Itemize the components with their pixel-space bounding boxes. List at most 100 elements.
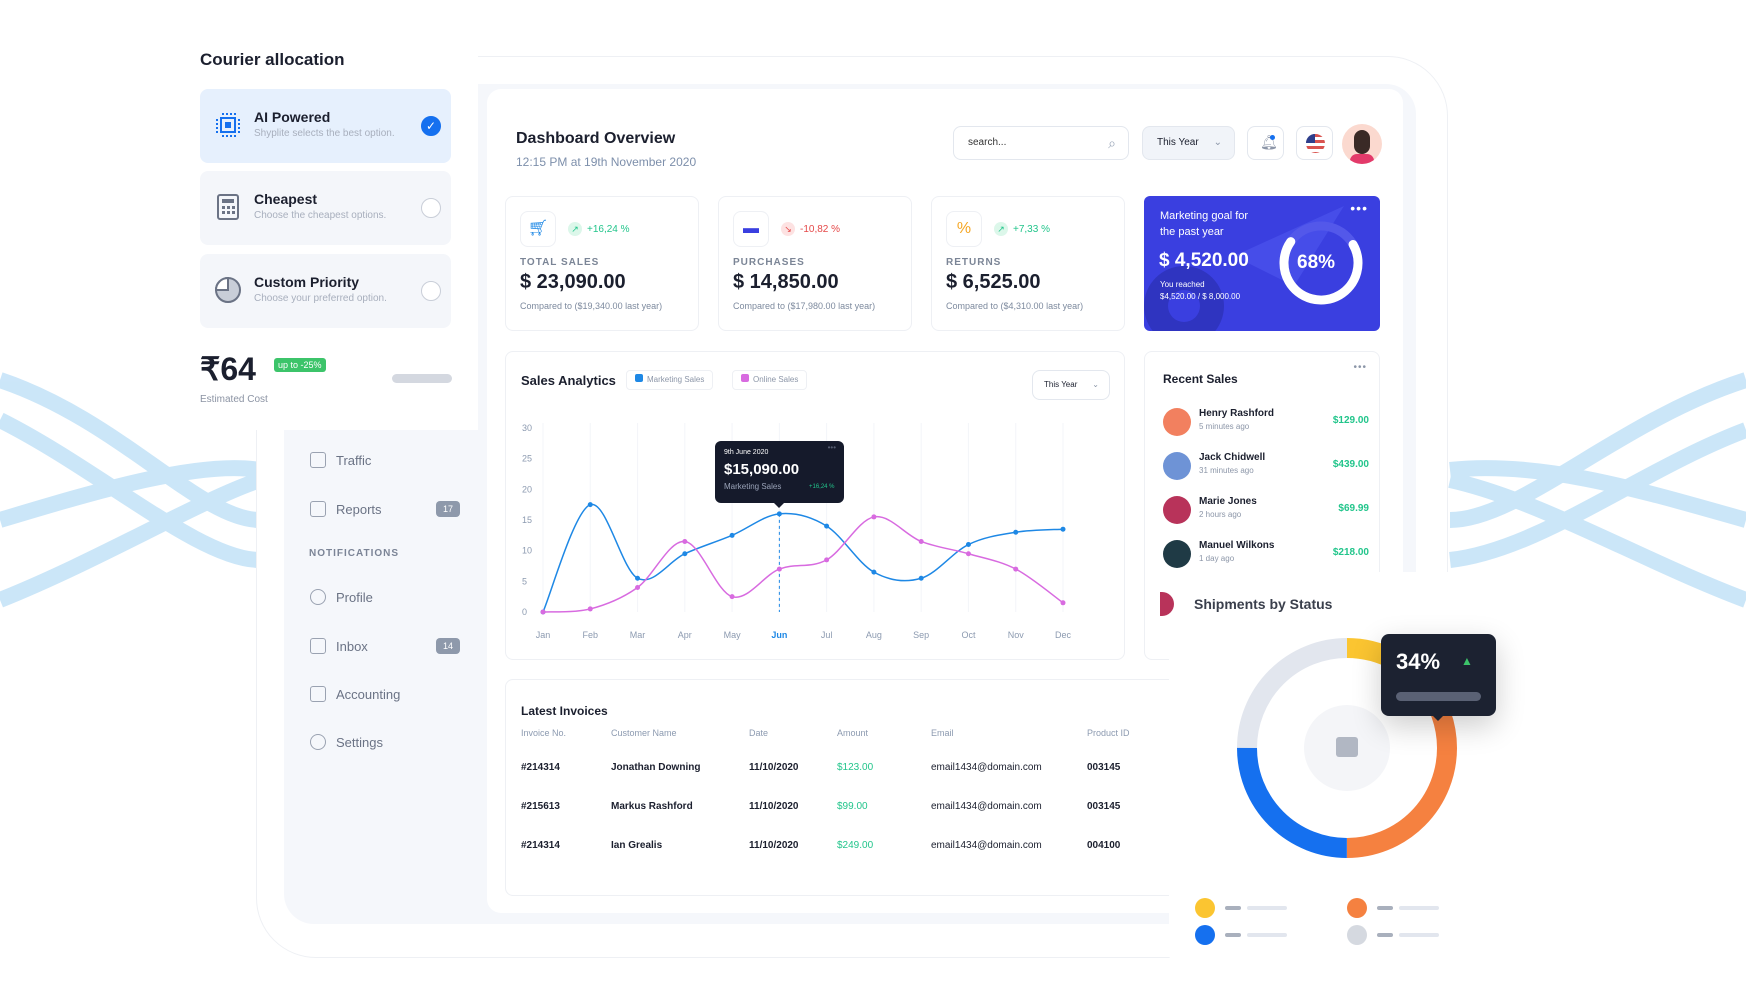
legend-label: Marketing Sales [647, 375, 705, 384]
data-point[interactable] [682, 551, 688, 557]
data-point[interactable] [1060, 526, 1066, 532]
chip-icon [216, 113, 240, 137]
invoice-cell: email1434@domain.com [931, 840, 1042, 851]
donut-segment[interactable] [1237, 638, 1457, 858]
language-button[interactable] [1296, 126, 1333, 160]
shipments-percent: 34% [1396, 649, 1441, 674]
sidebar-item-settings[interactable]: Settings [310, 734, 383, 750]
chart-tooltip: 9th June 2020 $15,090.00 Marketing Sales… [715, 441, 844, 508]
sales-analytics-card: Sales Analytics Marketing Sales Online S… [505, 351, 1125, 660]
invoice-cell: $99.00 [837, 801, 868, 812]
invoice-row[interactable]: #214314 Jonathan Downing 11/10/2020 $123.00… [506, 762, 1206, 778]
inbox-count-badge: 14 [436, 638, 460, 654]
x-tick-label: Oct [961, 630, 976, 640]
data-point[interactable] [918, 538, 924, 544]
data-point[interactable] [1013, 566, 1019, 572]
x-tick-label: Feb [583, 630, 599, 640]
shipments-tooltip: 34% ▲ [1381, 634, 1496, 721]
sales-line-chart: Jan Feb Mar Apr May Jun Jul Aug Sep Oct Nov Dec 0 5 10… [522, 423, 1072, 640]
recent-sales-title: Recent Sales [1163, 372, 1238, 386]
data-point[interactable] [824, 523, 830, 529]
sidebar-item-inbox[interactable]: Inbox [310, 638, 368, 654]
data-point[interactable] [540, 609, 546, 615]
recent-sale-item[interactable]: Manuel Wilkons 1 day ago $218.00 [1163, 536, 1369, 576]
data-point[interactable] [682, 538, 688, 544]
stat-change-value: +16,24 % [587, 223, 630, 235]
recent-sale-item[interactable]: Jack Chidwell 31 minutes ago $439.00 [1163, 448, 1369, 488]
sidebar-item-reports[interactable]: Reports [310, 501, 382, 517]
data-point[interactable] [918, 575, 924, 581]
column-header: Amount [837, 728, 869, 738]
data-point[interactable] [729, 594, 735, 600]
page-date: 12:15 PM at 19th November 2020 [516, 155, 697, 169]
invoice-cell: Markus Rashford [611, 801, 693, 812]
data-point[interactable] [965, 542, 971, 548]
recent-sale-item[interactable]: Marie Jones 2 hours ago $69.99 [1163, 492, 1369, 532]
legend-swatch [635, 374, 643, 382]
stat-card: ▬ ↘ -10,82 % PURCHASES $ 14,850.00 Compar… [718, 196, 912, 331]
option-subtitle: Choose the cheapest options. [254, 210, 387, 221]
data-point[interactable] [1060, 600, 1066, 606]
data-point[interactable] [965, 551, 971, 557]
search-icon[interactable]: ⌕ [1108, 135, 1116, 151]
data-point[interactable] [587, 606, 593, 612]
radio-button[interactable] [421, 281, 441, 301]
invoice-cell: $123.00 [837, 762, 874, 773]
y-tick-label: 30 [522, 423, 532, 433]
stat-value: $ 14,850.00 [733, 271, 839, 293]
legend-dot [1195, 925, 1215, 945]
data-point[interactable] [776, 566, 782, 572]
option-ai-powered[interactable]: AI Powered Shyplite selects the best opt… [200, 89, 451, 163]
donut-segment[interactable] [1237, 638, 1457, 858]
legend-marketing-sales[interactable]: Marketing Sales [626, 370, 714, 390]
stat-compare: Compared to ($17,980.00 last year) [733, 301, 876, 311]
more-icon[interactable]: ••• [1350, 200, 1368, 216]
data-point[interactable] [824, 557, 830, 563]
y-tick-label: 10 [522, 546, 532, 556]
legend-online-sales[interactable]: Online Sales [732, 370, 808, 390]
data-point[interactable] [635, 575, 641, 581]
period-dropdown[interactable]: This Year ⌄ [1142, 126, 1235, 160]
x-tick-label: Dec [1055, 630, 1072, 640]
x-tick-label: Aug [866, 630, 882, 640]
data-point[interactable] [776, 511, 782, 517]
sidebar-item-traffic[interactable]: Traffic [310, 452, 371, 468]
column-header: Email [931, 728, 954, 738]
analytics-period-dropdown[interactable]: This Year ⌄ [1032, 370, 1110, 400]
user-avatar[interactable] [1342, 124, 1382, 164]
data-point[interactable] [729, 532, 735, 538]
customer-name: Jack Chidwell [1199, 452, 1266, 463]
more-icon[interactable]: ••• [827, 443, 836, 452]
y-tick-label: 15 [522, 515, 532, 525]
placeholder-bar [1396, 692, 1481, 701]
invoice-cell: email1434@domain.com [931, 762, 1042, 773]
invoice-row[interactable]: #215613 Markus Rashford 11/10/2020 $99.00 em… [506, 801, 1206, 817]
arrow-down-right-icon: ↘ [781, 222, 795, 236]
column-header: Product ID [1087, 728, 1130, 738]
data-point[interactable] [587, 502, 593, 508]
sidebar-item-accounting[interactable]: Accounting [310, 686, 400, 702]
period-value: This Year [1157, 137, 1199, 148]
option-title: Cheapest [254, 191, 318, 207]
column-header: Invoice No. [521, 728, 567, 738]
data-point[interactable] [871, 569, 877, 575]
search-input[interactable]: search... ⌕ [953, 126, 1129, 160]
option-cheapest[interactable]: Cheapest Choose the cheapest options. [200, 171, 451, 245]
data-point[interactable] [1013, 529, 1019, 535]
data-point[interactable] [871, 514, 877, 520]
notifications-button[interactable]: 🔔︎ [1247, 126, 1284, 160]
radio-button[interactable] [421, 198, 441, 218]
check-icon[interactable]: ✓ [421, 116, 441, 136]
donut-segment[interactable] [1237, 638, 1457, 858]
sidebar-item-label: Profile [336, 589, 373, 605]
invoice-cell: email1434@domain.com [931, 801, 1042, 812]
recent-sale-item[interactable]: Henry Rashford 5 minutes ago $129.00 [1163, 404, 1369, 444]
sidebar-item-profile[interactable]: Profile [310, 589, 373, 605]
option-custom-priority[interactable]: Custom Priority Choose your preferred op… [200, 254, 451, 328]
invoice-cell: Jonathan Downing [611, 762, 701, 773]
invoice-cell: 003145 [1087, 762, 1121, 773]
data-point[interactable] [635, 584, 641, 590]
invoice-row[interactable]: #214314 Ian Grealis 11/10/2020 $249.00 email… [506, 840, 1206, 856]
more-icon[interactable]: ••• [1353, 362, 1367, 373]
column-header: Date [749, 728, 769, 738]
